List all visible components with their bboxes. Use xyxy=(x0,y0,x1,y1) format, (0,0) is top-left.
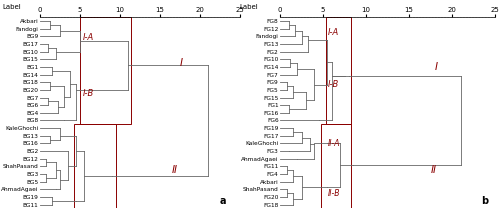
Bar xyxy=(326,17,351,124)
Text: I-A: I-A xyxy=(328,28,338,37)
Text: I: I xyxy=(435,62,438,72)
Bar xyxy=(80,17,131,124)
Text: II: II xyxy=(430,165,436,175)
Title: Rescaled Distance Cluster Combine: Rescaled Distance Cluster Combine xyxy=(78,0,202,1)
Bar xyxy=(322,124,352,208)
Text: II-B: II-B xyxy=(328,189,340,197)
Text: I: I xyxy=(180,58,183,68)
Bar xyxy=(74,124,116,208)
Text: b: b xyxy=(482,196,488,206)
Title: Rescaled Distance Cluster Combine: Rescaled Distance Cluster Combine xyxy=(326,0,450,1)
Text: a: a xyxy=(220,196,226,206)
Text: Label: Label xyxy=(239,4,258,10)
Text: I-B: I-B xyxy=(82,89,94,98)
Text: II: II xyxy=(172,165,178,175)
Text: I-A: I-A xyxy=(82,33,94,43)
Text: I-B: I-B xyxy=(328,80,338,89)
Text: II-A: II-A xyxy=(328,139,340,148)
Text: Label: Label xyxy=(2,4,21,10)
